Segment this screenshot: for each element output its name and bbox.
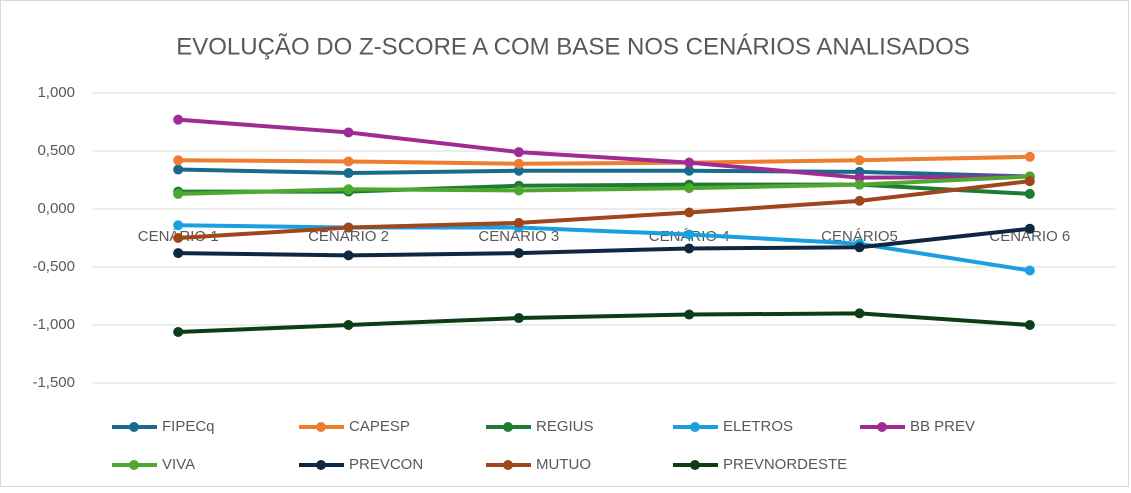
data-point [513, 165, 524, 176]
data-point [173, 188, 184, 199]
legend-marker [690, 422, 700, 432]
data-point [343, 156, 354, 167]
data-point [173, 326, 184, 337]
data-point [854, 155, 865, 166]
legend-label: FIPECq [162, 418, 215, 435]
data-point [684, 207, 695, 218]
data-point [513, 313, 524, 324]
legend-label: BB PREV [910, 418, 975, 435]
legend-marker [316, 460, 326, 470]
data-point [1024, 188, 1035, 199]
x-tick-label: CENÁRIO5 [821, 228, 898, 245]
series-line [178, 226, 1031, 258]
legend-marker [503, 422, 513, 432]
data-point [684, 309, 695, 320]
series-line [178, 154, 1030, 166]
y-tick-label: 0,500 [37, 142, 75, 159]
data-point [1024, 151, 1035, 162]
y-tick-label: 0,000 [37, 200, 75, 217]
legend-marker [129, 422, 139, 432]
legend-label: PREVCON [349, 456, 423, 473]
data-point [513, 147, 524, 158]
data-point [684, 183, 695, 194]
series-line [178, 117, 1030, 180]
series-line [178, 223, 1031, 273]
legend-label: CAPESP [349, 418, 410, 435]
data-point [343, 250, 354, 261]
legend-label: PREVNORDESTE [723, 456, 847, 473]
legend-marker [877, 422, 887, 432]
y-tick-label: -1,000 [32, 316, 75, 333]
data-point [513, 158, 524, 169]
series-line [178, 179, 1031, 240]
data-point [343, 168, 354, 179]
data-point [854, 242, 865, 253]
legend-marker [503, 460, 513, 470]
data-point [343, 222, 354, 233]
data-point [513, 248, 524, 259]
x-tick-label: CENÁRIO 3 [478, 228, 559, 245]
data-point [513, 185, 524, 196]
data-point [854, 172, 865, 183]
data-point [173, 248, 184, 259]
y-tick-label: -1,500 [32, 374, 75, 391]
data-point [173, 233, 184, 243]
y-tick-label: 1,000 [37, 84, 75, 101]
data-point [854, 308, 865, 319]
data-point [1024, 176, 1035, 187]
series-line [178, 167, 1030, 179]
data-point [173, 220, 184, 231]
data-point [684, 165, 695, 176]
legend-label: MUTUO [536, 456, 591, 473]
data-point [173, 155, 184, 166]
data-point [684, 229, 695, 240]
legend-marker [129, 460, 139, 470]
legend-label: REGIUS [536, 418, 594, 435]
legend-marker [690, 460, 700, 470]
legend-label: VIVA [162, 456, 195, 473]
data-point [854, 195, 865, 206]
data-point [1024, 223, 1035, 234]
data-point [513, 217, 524, 228]
data-point [343, 320, 354, 330]
data-point [1024, 265, 1035, 276]
legend-label: ELETROS [723, 418, 793, 435]
data-point [1024, 320, 1035, 330]
x-tick-label: CENÁRIO 2 [308, 228, 389, 245]
data-point [173, 114, 184, 125]
data-point [684, 243, 695, 254]
legend-marker [316, 422, 326, 432]
data-point [854, 179, 865, 190]
data-point [173, 164, 184, 175]
series-line [178, 174, 1030, 196]
series-line [178, 311, 1030, 334]
y-tick-label: -0,500 [32, 258, 75, 275]
data-point [343, 127, 354, 138]
chart-title: EVOLUÇÃO DO Z-SCORE A COM BASE NOS CENÁR… [176, 33, 970, 60]
data-point [684, 157, 695, 168]
data-point [343, 184, 354, 195]
